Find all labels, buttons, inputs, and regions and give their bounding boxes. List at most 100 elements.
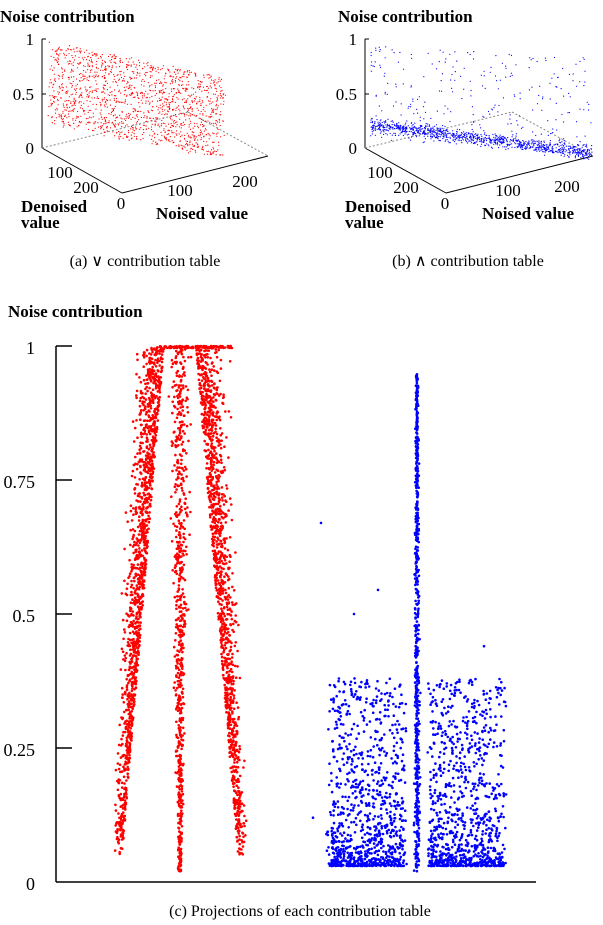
panel-a-point [216, 121, 219, 123]
panel-c-red-point [126, 734, 130, 737]
panel-b-point [442, 129, 445, 132]
panel-b-point [436, 137, 438, 139]
panel-b-point [544, 57, 547, 59]
panel-a-point [220, 90, 222, 92]
panel-a-point [171, 82, 173, 84]
panel-a-point [203, 153, 205, 155]
panel-c-red-point [226, 693, 230, 697]
panel-a-point [92, 103, 94, 105]
panel-a-point [81, 96, 83, 98]
panel-b-point [388, 127, 390, 129]
panel-a-point [130, 126, 132, 128]
panel-a-point [145, 75, 147, 77]
panel-c-red-point [211, 434, 215, 438]
panel-b-point [378, 46, 380, 48]
panel-c-red-point [142, 432, 145, 436]
panel-b-point [466, 138, 468, 140]
panel-c-red-point [144, 382, 147, 386]
panel-a-point [132, 108, 134, 110]
panel-a-point [104, 67, 106, 69]
panel-b-point [391, 49, 393, 51]
panel-b-point [519, 141, 521, 143]
panel-c-red-point [124, 668, 127, 672]
panel-a-point [100, 69, 102, 71]
panel-a-point [203, 140, 205, 142]
panel-b-point [425, 125, 427, 127]
panel-b-point [482, 115, 484, 117]
panel-c-red-point [138, 478, 141, 481]
panel-a-point [74, 102, 76, 104]
panel-a-point [56, 107, 58, 109]
panel-a-point [143, 85, 145, 87]
panel-a-point [71, 68, 73, 70]
panel-c-red-point [209, 461, 213, 465]
panel-a-point [96, 96, 99, 98]
panel-a-point [208, 134, 210, 136]
panel-a-point [91, 65, 93, 67]
panel-b-point [438, 90, 441, 92]
panel-b-point [485, 134, 487, 136]
panel-a-point [82, 75, 84, 77]
panel-a-point [199, 80, 201, 83]
panel-a-point [164, 123, 166, 125]
panel-b-point [584, 81, 586, 83]
panel-a-point [186, 76, 189, 78]
panel-a-point [172, 80, 174, 83]
panel-c-red-point [144, 392, 147, 396]
panel-a-point [199, 83, 201, 85]
panel-c-red-point [203, 349, 206, 353]
panel-b-point [371, 122, 373, 124]
panel-c-red-point [220, 496, 224, 499]
panel-b-point [386, 134, 388, 136]
panel-b-point [412, 134, 414, 136]
panel-b-point [546, 148, 548, 150]
panel-b-point [506, 141, 508, 143]
panel-b-point [510, 72, 512, 74]
panel-b-point [424, 130, 426, 132]
panel-a-point [60, 114, 63, 116]
panel-c-red-point [135, 467, 139, 471]
panel-b-point [467, 142, 469, 144]
panel-c-red-point [137, 550, 140, 554]
panel-c-red-point [139, 411, 142, 414]
panel-a-point [135, 66, 137, 68]
panel-b-point [437, 128, 439, 130]
panel-a-point [116, 74, 118, 76]
panel-a-point [48, 41, 51, 43]
panel-c-red-point [144, 398, 148, 401]
panel-a-point [59, 49, 61, 51]
panel-b-point [443, 133, 445, 136]
panel-b-point [403, 128, 405, 130]
panel-b-point [483, 130, 485, 132]
panel-c-red-point [141, 503, 144, 506]
panel-a-point [167, 68, 169, 70]
panel-b-point [577, 153, 579, 155]
panel-b-point [584, 154, 586, 156]
panel-a-point [95, 53, 97, 55]
panel-a-point [73, 97, 75, 99]
panel-a-point [96, 97, 98, 99]
panel-a-point [150, 126, 153, 128]
panel-c-red-point [224, 588, 227, 592]
panel-b-point [470, 140, 472, 142]
panel-a-point [54, 78, 56, 80]
panel-b-point [447, 108, 449, 110]
panel-a-point [61, 49, 63, 51]
panel-c-red-point [222, 648, 226, 651]
panel-b-point [563, 95, 565, 97]
panel-a-point [102, 90, 104, 92]
panel-b-point [373, 124, 375, 126]
panel-a-point [211, 141, 214, 143]
panel-b-point [381, 110, 383, 112]
panel-b-point [494, 133, 496, 135]
panel-a-point [112, 81, 114, 83]
panel-c-red-point [220, 544, 224, 548]
panel-a-point [165, 104, 167, 106]
panel-b-point [494, 75, 497, 77]
panel-c-red-point [144, 425, 148, 429]
panel-a-point [154, 123, 156, 125]
panel-a-point [58, 91, 61, 93]
panel-b-point [587, 153, 589, 155]
panel-a-point [58, 46, 60, 48]
panel-a-point [64, 114, 66, 116]
